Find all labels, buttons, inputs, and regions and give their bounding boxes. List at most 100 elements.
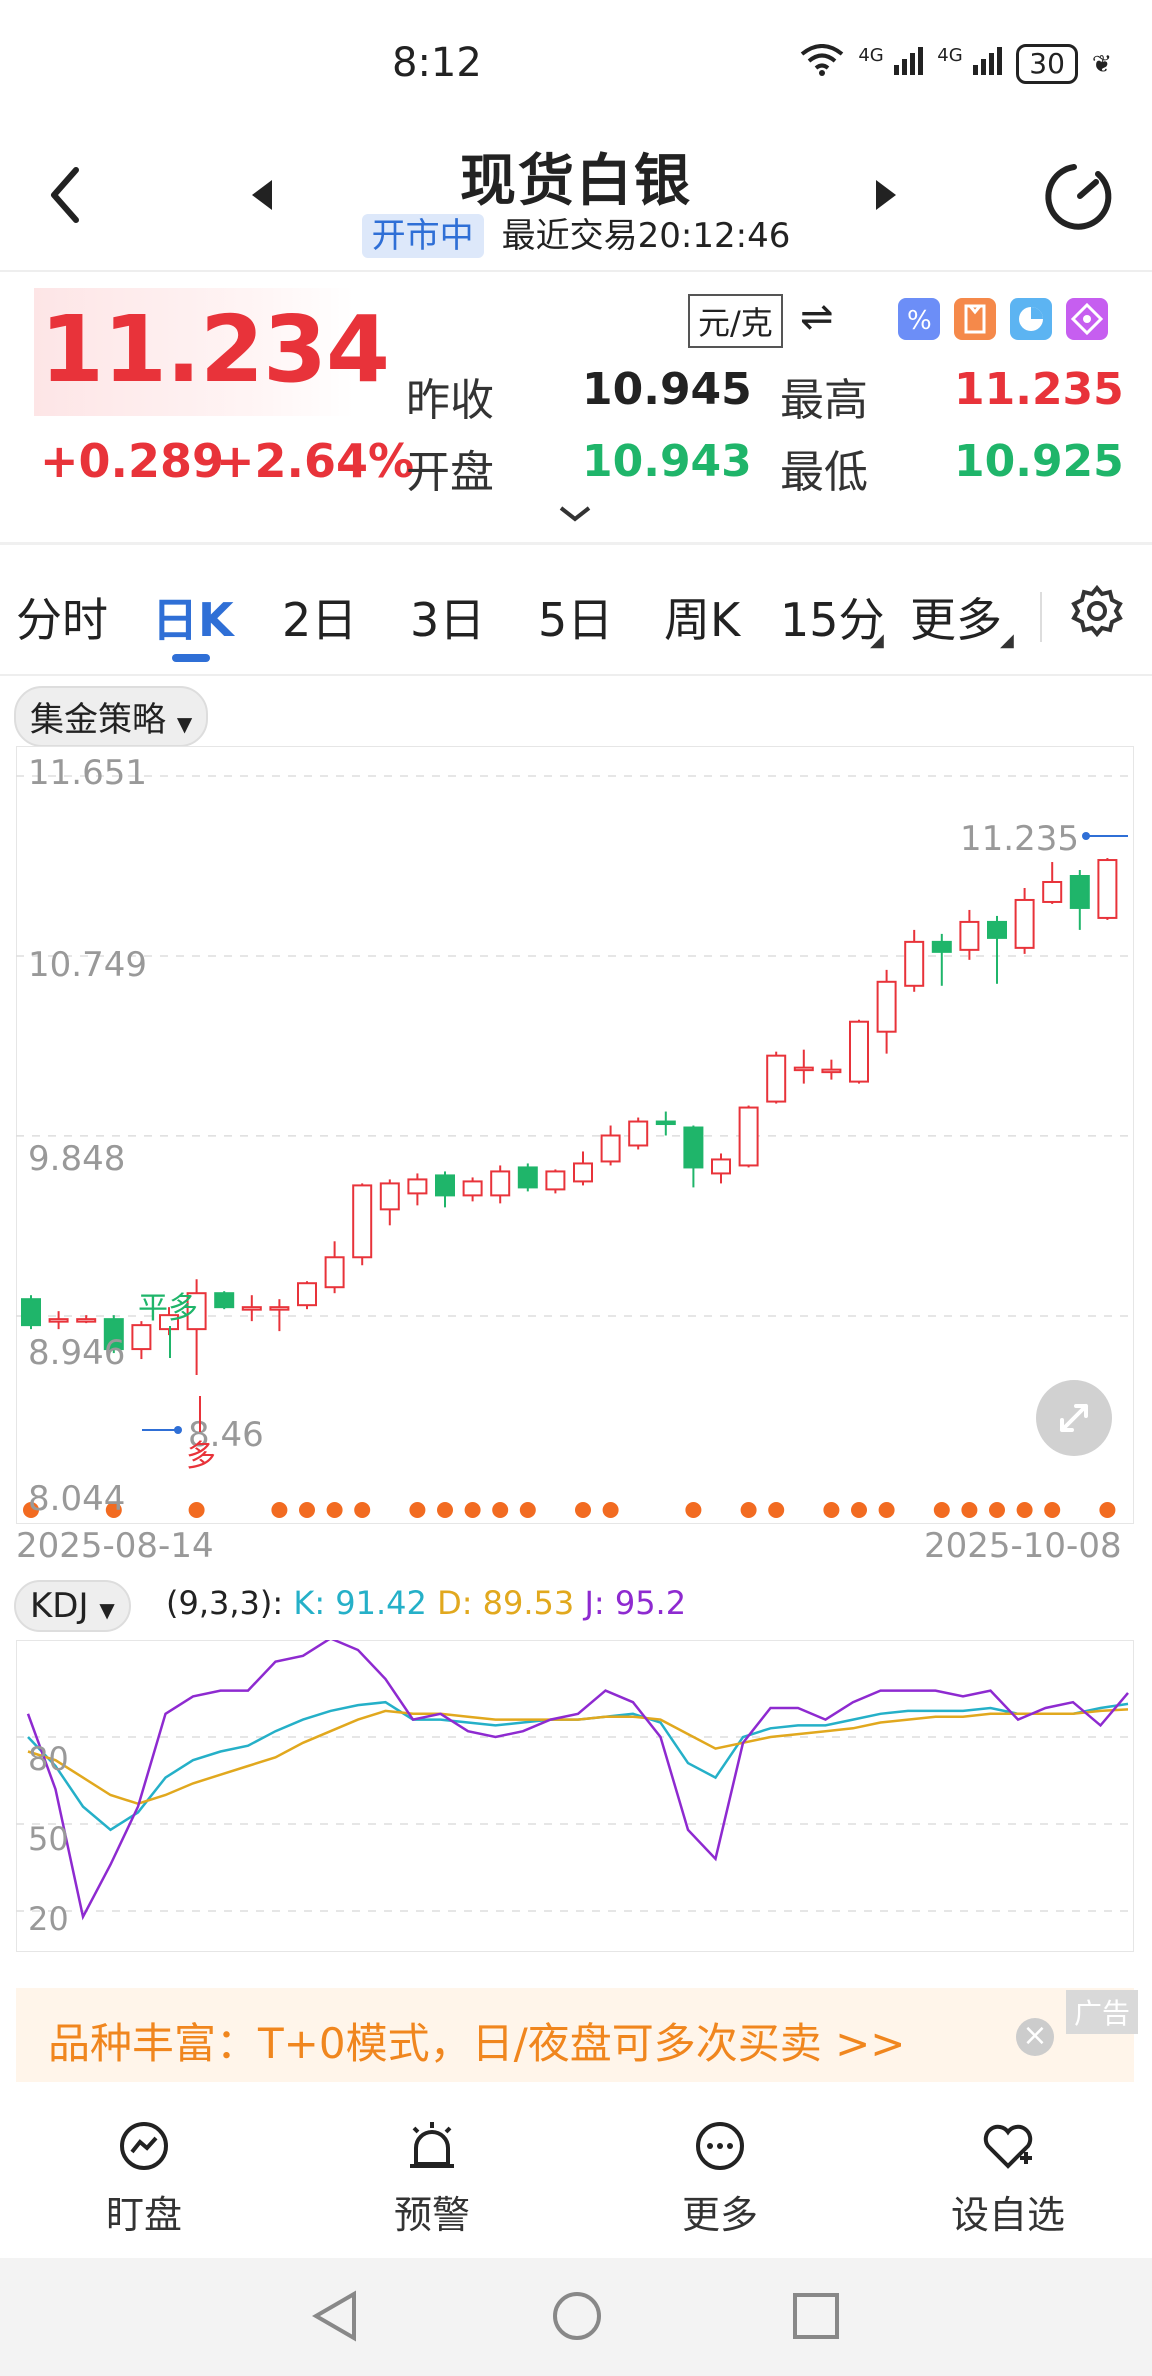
candle	[352, 1184, 373, 1259]
status-time: 8:12	[392, 40, 482, 86]
divider	[0, 542, 1152, 545]
indicator-selector[interactable]: KDJ ▼	[14, 1580, 131, 1632]
candle	[655, 1120, 676, 1126]
signal-dot	[989, 1502, 1005, 1518]
signal-dot	[1044, 1502, 1061, 1518]
signal-dot	[409, 1502, 426, 1518]
signal-dot	[768, 1502, 785, 1518]
strategy-selector[interactable]: 集金策略 ▼	[14, 686, 209, 747]
end-date-label: 2025-10-08	[924, 1526, 1122, 1566]
max-price-dot	[1082, 832, 1090, 840]
candle	[214, 1292, 235, 1309]
candle	[1069, 875, 1090, 909]
low-label: 最低	[780, 447, 868, 498]
bottom-nav: 盯盘 预警 更多 设自选	[0, 2108, 1152, 2258]
ad-banner[interactable]	[16, 1988, 1134, 2082]
candle	[628, 1120, 649, 1147]
ad-text[interactable]: 品种丰富：T+0模式，日/夜盘可多次买卖 >>	[48, 2019, 906, 2068]
back-icon[interactable]	[40, 160, 90, 230]
kdj-chart[interactable]: 80 50 20	[16, 1640, 1134, 1952]
dropdown-triangle-icon: ◢	[1000, 630, 1014, 651]
high-value: 11.235	[954, 364, 1124, 415]
candle	[849, 1020, 869, 1083]
unit-toggle[interactable]: 元/克	[688, 294, 783, 348]
kdj-j-line	[26, 1640, 1129, 1921]
collapse-chevron-icon[interactable]	[558, 500, 592, 530]
signal-dot	[464, 1502, 481, 1518]
nav-add-favorite[interactable]: 设自选	[908, 2108, 1108, 2239]
signal-long: 多	[186, 1439, 216, 1474]
candle	[600, 1134, 621, 1163]
signal-2-label: 4G	[937, 45, 963, 66]
signal-dot	[105, 1502, 122, 1518]
prev-instrument-icon[interactable]	[250, 178, 274, 216]
tab-5-day[interactable]: 5日	[538, 593, 614, 647]
candle	[987, 920, 1007, 939]
candle	[297, 1282, 317, 1307]
signal-dot	[602, 1502, 619, 1518]
last-trade-time: 最近交易20:12:46	[501, 216, 791, 256]
open-value: 10.943	[582, 436, 752, 487]
status-bar: 8:12 4G 4G 30 ❦	[0, 0, 1152, 130]
tab-more[interactable]: 更多	[910, 593, 1002, 647]
percent-tool-icon[interactable]: %	[898, 298, 940, 340]
page-title: 现货白银	[460, 149, 692, 214]
active-tab-indicator	[172, 654, 210, 662]
y-tick-3: 9.848	[28, 1139, 125, 1179]
more-icon	[696, 2122, 744, 2170]
low-value: 10.925	[954, 436, 1124, 487]
tab-weekly-k[interactable]: 周K	[664, 593, 741, 647]
signal-dot	[851, 1502, 867, 1518]
dropdown-triangle-icon: ▼	[99, 1598, 115, 1622]
market-status-badge: 开市中	[361, 214, 484, 258]
tab-2-day[interactable]: 2日	[282, 593, 358, 647]
signal-dot	[823, 1502, 840, 1518]
next-instrument-icon[interactable]	[874, 178, 898, 216]
indicator-label: KDJ	[30, 1586, 89, 1626]
back-triangle-icon[interactable]	[310, 2288, 360, 2344]
price-change-percent: +2.64%	[216, 434, 415, 488]
kdj-k-value: K: 91.42	[293, 1584, 427, 1622]
dropdown-triangle-icon: ▼	[176, 712, 193, 736]
close-icon[interactable]: ×	[1016, 2018, 1054, 2056]
nav-more-label: 更多	[681, 2193, 758, 2237]
status-icons: 4G 4G 30 ❦	[800, 44, 1112, 84]
candle	[793, 1066, 814, 1072]
y-tick-1: 11.651	[28, 753, 147, 793]
tab-intraday[interactable]: 分时	[16, 593, 108, 647]
signal-dot	[326, 1502, 343, 1518]
pie-chart-icon[interactable]	[1010, 298, 1052, 340]
nav-watch[interactable]: 盯盘	[44, 2108, 244, 2239]
candle	[131, 1324, 152, 1351]
open-label: 开盘	[406, 447, 494, 498]
tab-15-min[interactable]: 15分	[780, 593, 885, 647]
kline-chart[interactable]: 11.651 10.749 9.848 8.946 8.044 11.235 8…	[16, 746, 1134, 1524]
signal-dot	[740, 1502, 757, 1518]
heart-plus-icon	[983, 2124, 1033, 2169]
refresh-icon[interactable]	[1044, 160, 1116, 232]
kdj-j-value: J: 95.2	[584, 1584, 687, 1622]
kdj-params: (9,3,3):	[166, 1584, 284, 1622]
candle	[324, 1256, 345, 1289]
recents-square-icon[interactable]	[790, 2290, 842, 2342]
kdj-d-line	[27, 1708, 1129, 1806]
gear-icon[interactable]	[1070, 584, 1124, 642]
candle	[435, 1174, 455, 1197]
y-tick-4: 8.946	[28, 1333, 125, 1373]
candle	[21, 1298, 41, 1327]
tool-icon[interactable]	[954, 298, 996, 340]
candle	[1042, 880, 1063, 903]
signal-dot	[437, 1502, 453, 1518]
candle	[959, 920, 980, 951]
signal-dot	[299, 1502, 315, 1518]
nav-alert[interactable]: 预警	[332, 2108, 532, 2239]
nav-alert-label: 预警	[393, 2193, 470, 2237]
candle	[711, 1158, 731, 1175]
swap-icon[interactable]: ⇌	[800, 294, 834, 340]
expand-icon[interactable]	[1036, 1380, 1112, 1456]
tab-daily-k[interactable]: 日K	[152, 593, 234, 647]
nav-more[interactable]: 更多	[620, 2108, 820, 2239]
tab-3-day[interactable]: 3日	[410, 593, 486, 647]
target-icon[interactable]	[1066, 298, 1108, 340]
home-circle-icon[interactable]	[550, 2288, 604, 2344]
